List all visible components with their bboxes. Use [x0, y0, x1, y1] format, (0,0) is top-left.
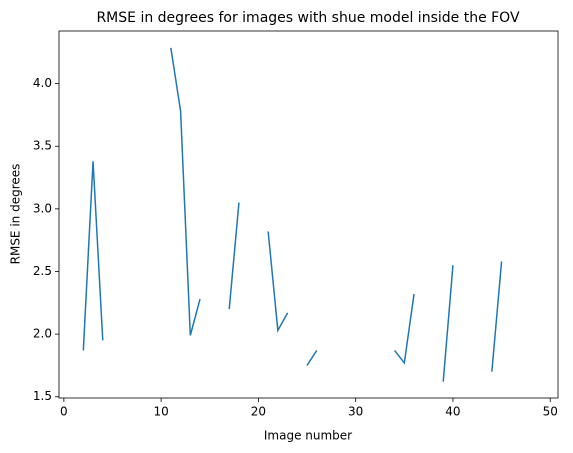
x-tick-label: 50	[543, 405, 558, 419]
y-tick-label: 2.0	[33, 327, 52, 341]
x-axis-label: Image number	[264, 429, 352, 443]
y-tick-label: 4.0	[33, 76, 52, 90]
x-tick-label: 20	[251, 405, 266, 419]
x-tick-label: 0	[60, 405, 68, 419]
y-tick-label: 3.0	[33, 201, 52, 215]
y-tick-label: 1.5	[33, 389, 52, 403]
y-axis-label: RMSE in degrees	[9, 164, 23, 265]
plot-frame	[58, 30, 559, 399]
x-tick-label: 30	[348, 405, 363, 419]
y-tick-label: 3.5	[33, 139, 52, 153]
y-tick-label: 2.5	[33, 264, 52, 278]
data-line	[82, 47, 503, 382]
chart-title: RMSE in degrees for images with shue mod…	[96, 10, 520, 26]
x-tick-label: 40	[445, 405, 460, 419]
x-tick-label: 10	[153, 405, 168, 419]
